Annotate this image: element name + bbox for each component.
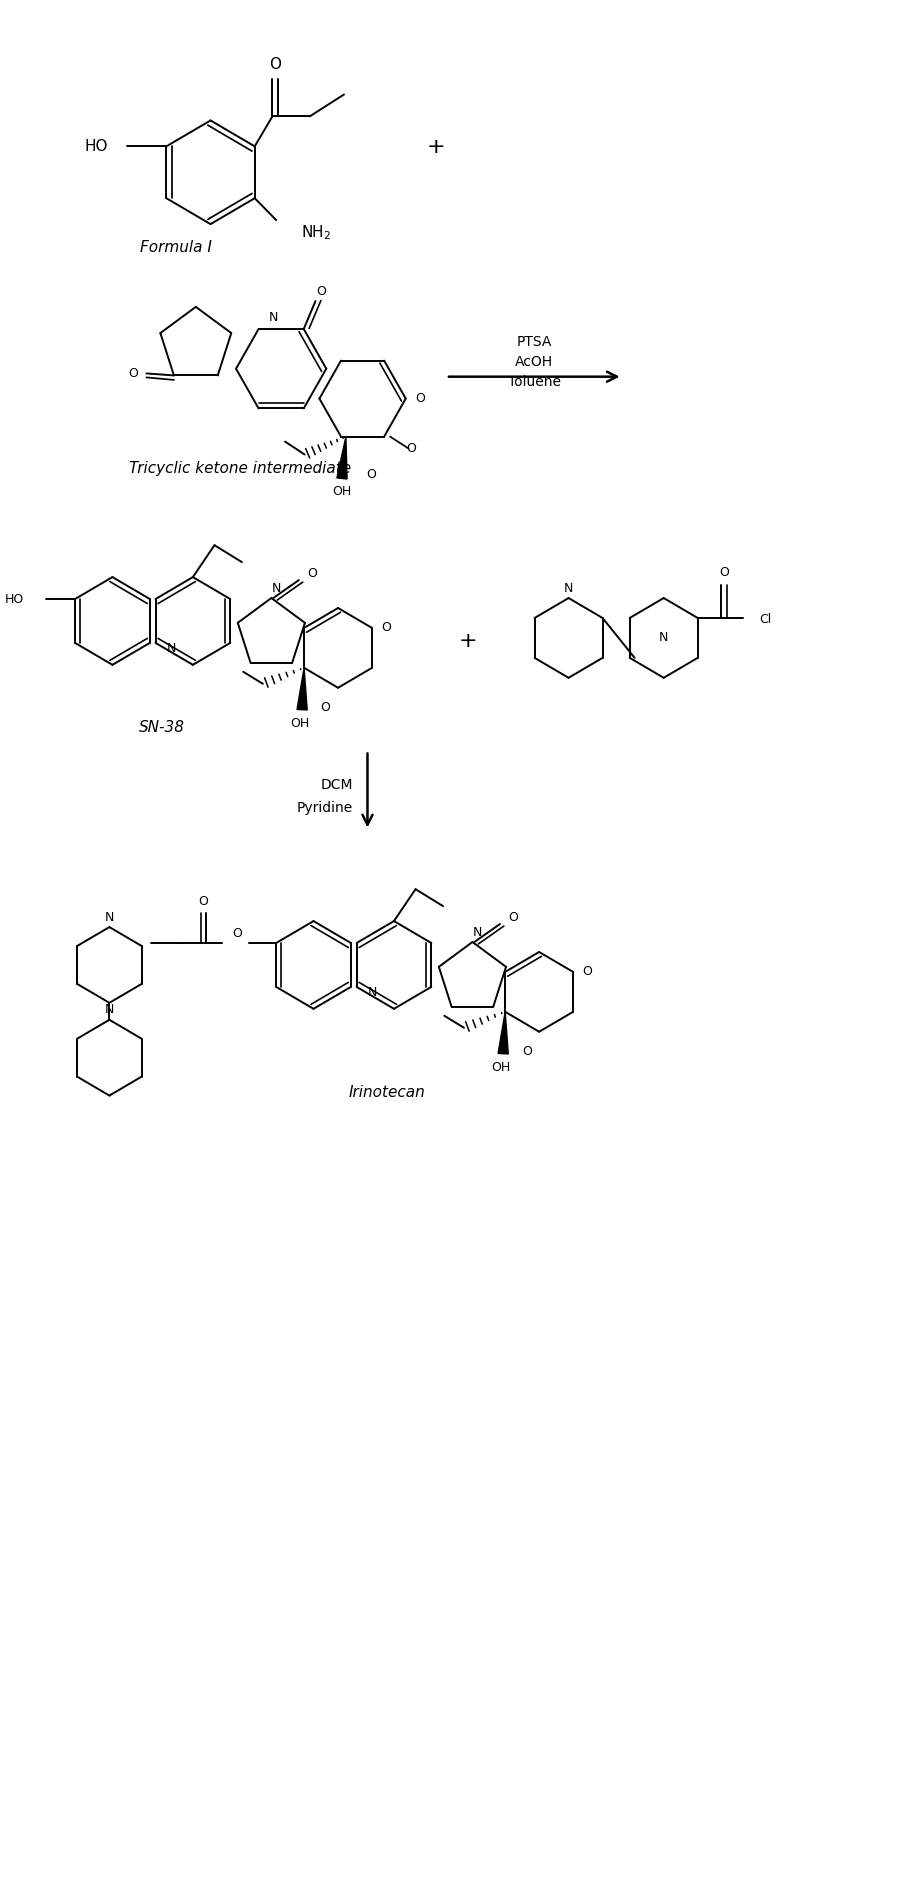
Text: O: O [522, 1046, 532, 1057]
Text: N: N [268, 311, 278, 324]
Text: OH: OH [291, 716, 309, 730]
Text: HO: HO [4, 593, 24, 606]
Text: N: N [368, 987, 377, 999]
Polygon shape [498, 1012, 509, 1054]
Text: O: O [509, 911, 518, 923]
Text: Cl: Cl [760, 614, 771, 627]
Text: N: N [167, 642, 176, 656]
Text: O: O [381, 622, 391, 635]
Text: Tricyclic ketone intermediate: Tricyclic ketone intermediate [129, 460, 351, 476]
Text: N: N [272, 582, 281, 595]
Text: HO: HO [84, 138, 108, 153]
Text: O: O [406, 442, 416, 455]
Text: Irinotecan: Irinotecan [349, 1086, 425, 1101]
Text: Formula I: Formula I [140, 239, 213, 254]
Text: PTSA: PTSA [517, 335, 552, 349]
Polygon shape [337, 436, 347, 479]
Text: O: O [582, 965, 592, 978]
Text: OH: OH [333, 485, 352, 498]
Text: O: O [367, 468, 377, 481]
Text: O: O [719, 565, 729, 578]
Text: O: O [317, 284, 327, 298]
Polygon shape [297, 667, 307, 711]
Text: Pyridine: Pyridine [297, 802, 353, 815]
Text: O: O [127, 368, 137, 379]
Text: O: O [308, 567, 318, 580]
Text: SN-38: SN-38 [138, 720, 185, 735]
Text: N: N [473, 925, 482, 938]
Text: N: N [105, 1002, 114, 1016]
Text: +: + [458, 631, 477, 650]
Text: O: O [269, 57, 281, 72]
Text: O: O [232, 927, 242, 940]
Text: O: O [321, 701, 331, 714]
Text: OH: OH [492, 1061, 510, 1074]
Text: Toluene: Toluene [508, 375, 561, 388]
Text: O: O [415, 392, 425, 406]
Text: N: N [105, 911, 114, 923]
Text: O: O [198, 894, 208, 908]
Text: N: N [659, 631, 668, 644]
Text: AcOH: AcOH [515, 354, 553, 370]
Text: DCM: DCM [320, 779, 353, 792]
Text: NH$_2$: NH$_2$ [300, 224, 331, 243]
Text: +: + [427, 136, 446, 157]
Text: N: N [564, 582, 573, 595]
